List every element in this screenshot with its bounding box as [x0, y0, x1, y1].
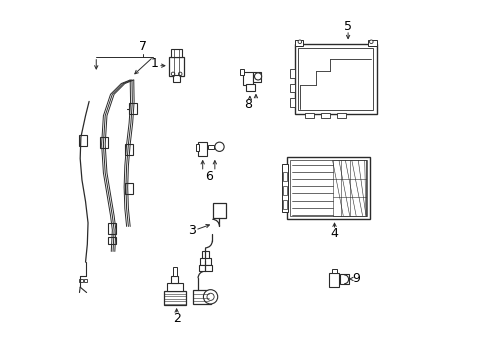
Bar	[80, 135, 87, 146]
Text: 2: 2	[172, 312, 180, 325]
Bar	[124, 183, 132, 194]
Bar	[282, 186, 286, 195]
Bar	[367, 40, 376, 46]
Bar	[294, 44, 376, 114]
Bar	[337, 113, 346, 118]
Bar	[168, 57, 184, 76]
Bar	[290, 159, 366, 216]
Circle shape	[206, 293, 214, 300]
Circle shape	[214, 142, 224, 152]
Bar	[290, 69, 295, 78]
Bar	[328, 273, 339, 287]
Bar	[240, 69, 244, 75]
Bar	[195, 144, 199, 152]
Text: 3: 3	[187, 224, 195, 237]
Text: 6: 6	[204, 170, 212, 183]
Bar	[172, 267, 177, 276]
Bar	[287, 157, 369, 219]
Bar	[242, 72, 252, 85]
Bar	[253, 72, 261, 82]
Bar	[305, 113, 313, 118]
Bar	[213, 203, 225, 217]
Circle shape	[369, 40, 372, 44]
Bar	[100, 137, 107, 148]
Bar	[192, 290, 210, 304]
Bar	[290, 98, 295, 107]
Bar	[129, 103, 136, 114]
Bar	[108, 237, 116, 244]
Bar	[108, 223, 116, 234]
Text: 5: 5	[344, 20, 351, 33]
Bar	[331, 269, 337, 273]
Bar	[198, 143, 206, 156]
Bar	[339, 274, 348, 284]
Bar	[290, 84, 295, 93]
Bar	[200, 258, 210, 265]
Text: 4: 4	[330, 227, 338, 240]
Text: 9: 9	[351, 273, 359, 285]
Circle shape	[171, 72, 175, 76]
Bar	[83, 279, 87, 282]
Bar	[124, 144, 132, 155]
Bar	[282, 200, 286, 208]
Text: 8: 8	[244, 98, 251, 111]
Circle shape	[298, 40, 301, 44]
Text: 7: 7	[139, 40, 146, 53]
Bar	[298, 48, 372, 111]
Bar	[207, 145, 214, 149]
Circle shape	[254, 73, 261, 80]
Text: 1: 1	[150, 57, 158, 70]
Bar	[164, 291, 185, 305]
Bar	[294, 40, 303, 46]
Bar	[166, 283, 183, 291]
Bar	[321, 113, 329, 118]
Bar	[80, 279, 83, 282]
Bar	[282, 172, 286, 181]
Bar	[198, 265, 211, 271]
Bar	[173, 75, 180, 82]
Circle shape	[178, 72, 182, 76]
Bar	[201, 251, 209, 260]
Bar	[171, 276, 178, 283]
Bar	[282, 164, 288, 212]
Bar	[245, 84, 254, 91]
Bar	[171, 49, 182, 57]
Circle shape	[203, 290, 217, 304]
